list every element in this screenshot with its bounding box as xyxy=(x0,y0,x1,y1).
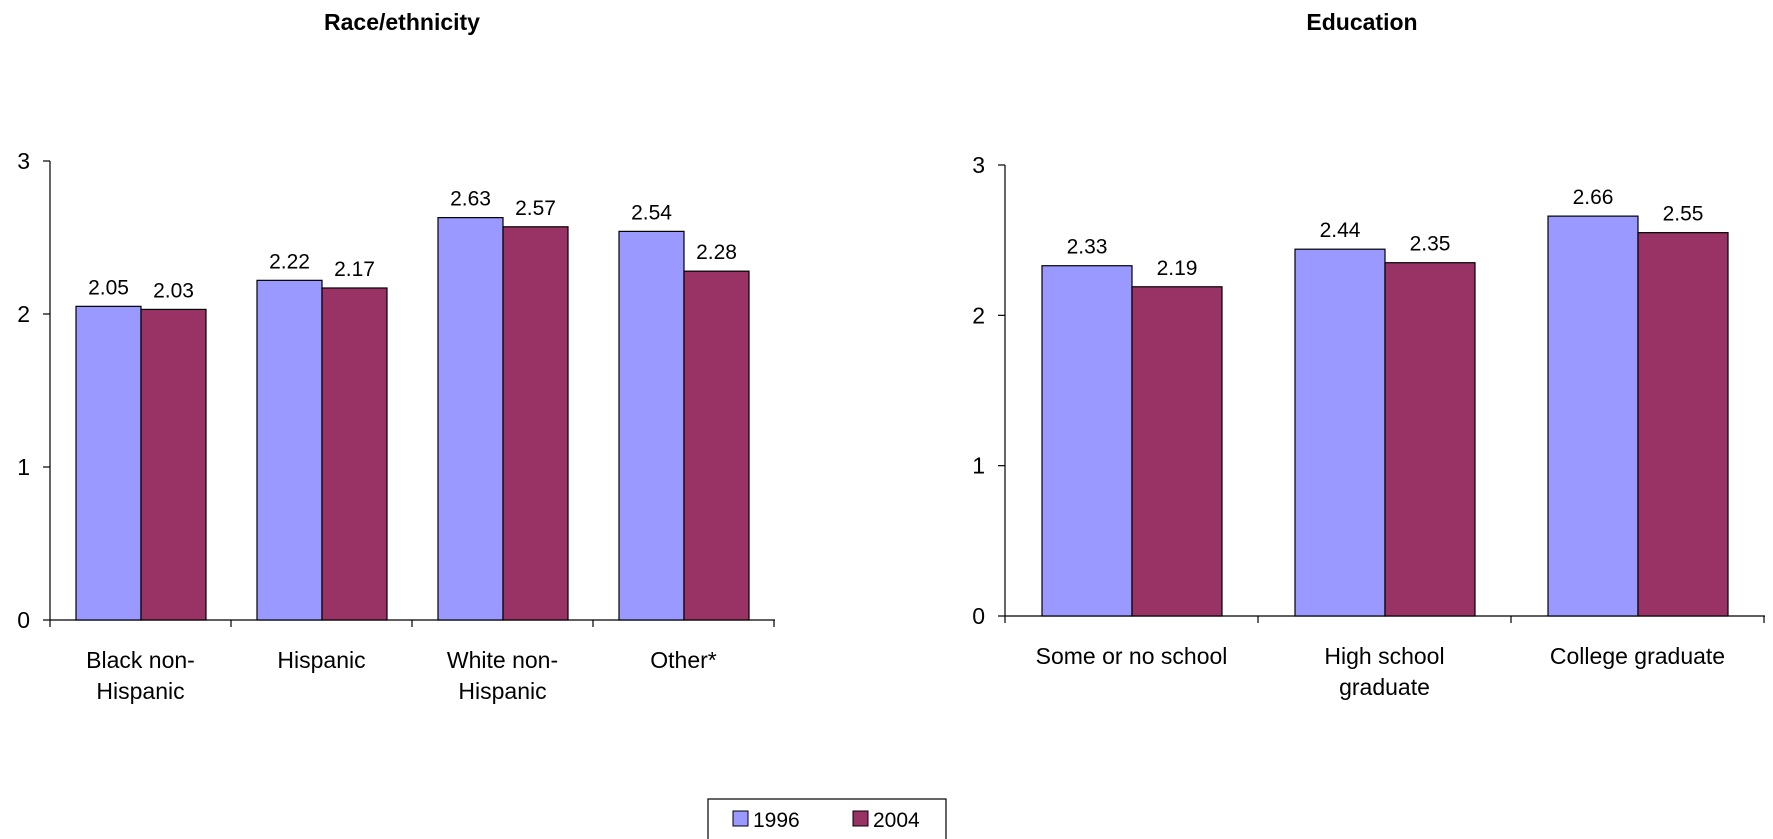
data-label: 2.33 xyxy=(1067,236,1108,259)
legend-label-2004: 2004 xyxy=(873,809,920,832)
data-label: 2.05 xyxy=(88,276,129,299)
y-tick-label: 2 xyxy=(17,301,30,327)
data-label: 2.63 xyxy=(450,188,491,211)
bar-1996-3 xyxy=(1547,215,1639,617)
bar-2004-2 xyxy=(1384,262,1476,617)
data-label: 2.66 xyxy=(1573,186,1614,209)
data-label: 2.54 xyxy=(631,201,672,224)
bar-2004-3 xyxy=(1637,232,1729,617)
x-category-label: Some or no school xyxy=(1036,643,1228,669)
bar-2004-4 xyxy=(683,270,750,621)
chart-panel-1: Race/ethnicity 0 1 2 3 2.05 2.03 Black non-Hisp… xyxy=(17,9,775,704)
data-label: 2.03 xyxy=(153,279,194,302)
bar-1996-1 xyxy=(75,305,142,621)
chart-title: Race/ethnicity xyxy=(324,9,480,35)
chart-panel-2: Education 0 1 2 3 2.33 2.19 Some or no school 2.… xyxy=(972,9,1765,700)
chart-title: Education xyxy=(1306,9,1417,35)
bar-1996-2 xyxy=(1294,248,1386,617)
data-label: 2.55 xyxy=(1663,203,1704,226)
y-tick-label: 3 xyxy=(972,152,985,178)
legend-label-1996: 1996 xyxy=(753,809,800,832)
y-tick-label: 2 xyxy=(972,302,985,328)
data-label: 2.57 xyxy=(515,197,556,220)
bar-2004-1 xyxy=(140,308,207,621)
data-label: 2.17 xyxy=(334,258,375,281)
x-category-label: High school graduate xyxy=(1324,643,1444,700)
bar-1996-1 xyxy=(1041,265,1133,617)
legend-swatch-2004 xyxy=(852,810,869,827)
y-tick-label: 0 xyxy=(17,607,30,633)
y-tick-label: 3 xyxy=(17,148,30,174)
x-category-label: Other* xyxy=(650,647,717,673)
bar-2004-2 xyxy=(321,287,388,621)
bar-1996-2 xyxy=(256,279,323,621)
data-label: 2.44 xyxy=(1320,219,1361,242)
data-label: 2.19 xyxy=(1157,257,1198,280)
bar-1996-3 xyxy=(437,217,504,621)
x-category-label: Hispanic xyxy=(277,647,365,673)
data-label: 2.28 xyxy=(696,241,737,264)
x-category-label: White non-Hispanic xyxy=(447,647,558,704)
bar-2004-3 xyxy=(502,226,569,621)
legend-swatch-1996 xyxy=(732,810,749,827)
chart-panels: Race/ethnicity 0 1 2 3 2.05 2.03 Black non-Hisp… xyxy=(17,9,1765,704)
bar-2004-1 xyxy=(1131,286,1223,617)
y-tick-label: 0 xyxy=(972,603,985,629)
y-tick-label: 1 xyxy=(972,453,985,479)
y-tick-label: 1 xyxy=(17,454,30,480)
legend: 1996 2004 xyxy=(707,798,947,839)
data-label: 2.35 xyxy=(1410,233,1451,256)
x-category-label: College graduate xyxy=(1550,643,1725,669)
data-label: 2.22 xyxy=(269,250,310,273)
bar-1996-4 xyxy=(618,230,685,621)
x-category-label: Black non-Hispanic xyxy=(86,647,195,704)
